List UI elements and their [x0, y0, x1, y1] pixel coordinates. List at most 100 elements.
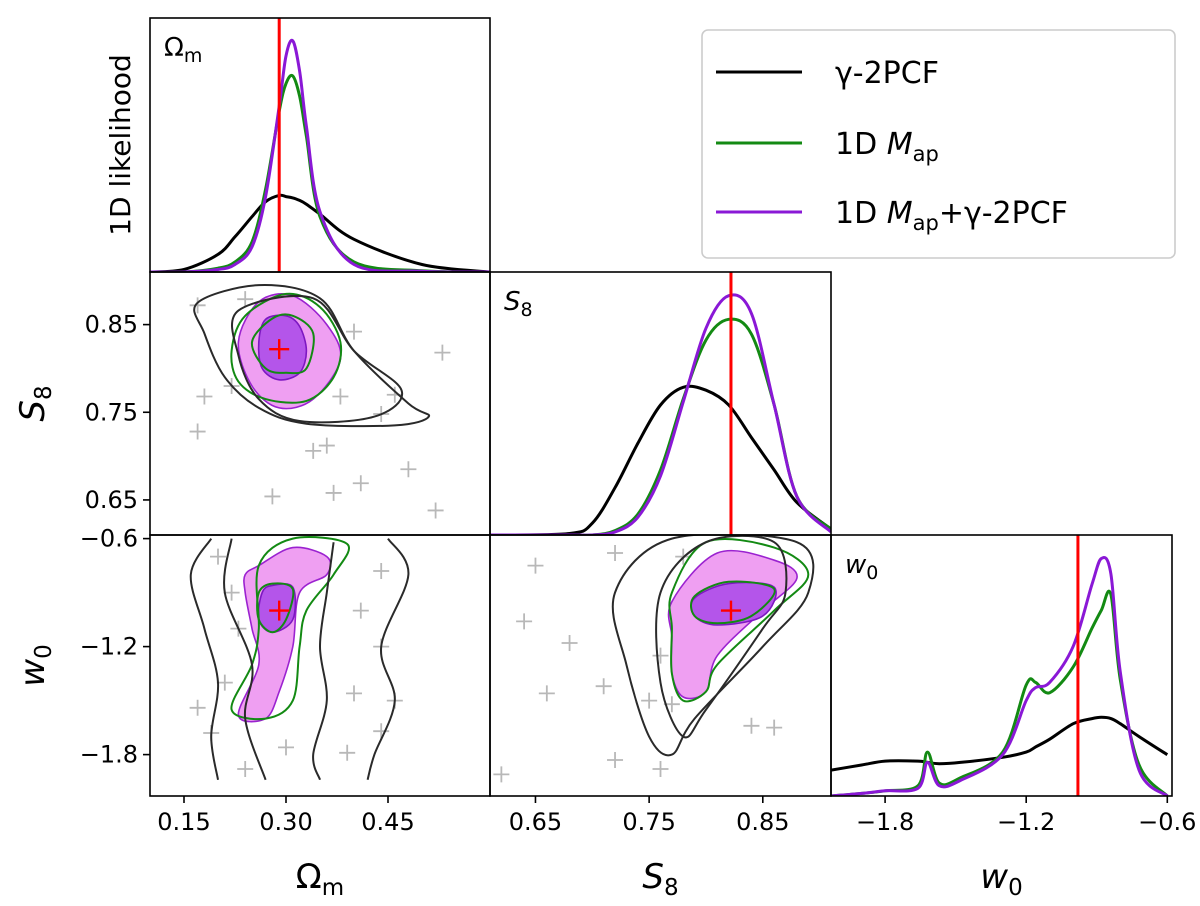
marginal-curve-w0-1d-m-ap-2pcf: [831, 556, 1169, 796]
sample-marker: [516, 613, 533, 630]
sample-marker: [216, 674, 233, 691]
sample-marker: [189, 297, 206, 314]
x-tick-label-s8: 0.65: [509, 808, 562, 836]
contour-line-1d-m-ap-1: [256, 582, 295, 634]
sample-marker: [237, 291, 254, 308]
y-tick-label-w0: −0.6: [80, 525, 138, 553]
panel-label-om: Ωm: [164, 33, 202, 67]
legend: γ-2PCF 1D Map 1D Map+γ-2PCF: [701, 29, 1176, 259]
sample-marker: [189, 699, 206, 716]
contour-line--2pcf-0: [189, 538, 220, 780]
sample-marker: [352, 475, 369, 492]
sample-marker: [561, 635, 578, 651]
sample-marker: [237, 761, 254, 777]
panel-content-om-w0: [189, 536, 410, 781]
sample-marker: [595, 678, 612, 695]
sample-marker: [373, 563, 390, 579]
marginal-curve-om-1d-m-ap-2pcf: [150, 38, 490, 272]
x-tick-label-om: 0.45: [361, 808, 414, 836]
marginal-curves-om: [150, 38, 490, 272]
sample-marker: [652, 761, 669, 777]
contour-line--2pcf-3: [366, 538, 410, 781]
legend-label-1d-m-ap: 1D Map: [835, 127, 939, 166]
y-axis-label-w0: w0: [13, 644, 57, 686]
marginal-curves-s8: [490, 293, 831, 535]
x-tick-label-s8: 0.85: [736, 808, 789, 836]
panel-content-s8-w0: [493, 535, 815, 783]
marginal-panel-s8: S8: [489, 271, 832, 536]
frame-om-s8: [149, 271, 491, 536]
x-axis-label-w0: w0: [980, 857, 1022, 901]
x-axis-label-s8: S8: [642, 857, 678, 901]
panel-s8-w0: [489, 534, 832, 797]
sample-marker: [305, 442, 322, 459]
panel-label-s8: S8: [504, 287, 533, 321]
sample-marker: [400, 461, 417, 478]
panel-om-w0: [149, 534, 491, 797]
x-tick-label-om: 0.30: [259, 808, 312, 836]
marginal-panel-w0: w0: [830, 534, 1173, 797]
sample-marker: [325, 484, 342, 501]
legend-box: [701, 29, 1176, 259]
sample-marker: [538, 685, 555, 702]
axes: 0.15 0.30 0.45 0.65 0.75 0.85 −1.8 −1.2 −0.6 0.65…: [13, 54, 1196, 901]
contour-line-1d-m-ap-0: [230, 292, 343, 404]
marginal-curve-s8-1d-m-ap-2pcf: [490, 293, 831, 535]
sample-marker: [346, 685, 362, 702]
x-axis-label-om: Ωm: [296, 857, 344, 901]
truth-marker-om-s8: [269, 339, 290, 360]
marginal-panel-om: Ωm: [149, 17, 491, 273]
panel-om-s8: [149, 271, 491, 536]
marginal-curve-s8--2pcf: [490, 384, 831, 535]
sample-marker: [493, 766, 510, 783]
sample-marker: [386, 386, 403, 403]
contour-fill-68-1d-m-ap-2pcf: [257, 314, 308, 381]
sample-marker: [434, 344, 451, 361]
contour-line-1d-m-ap-0: [230, 536, 350, 721]
x-tick-label-s8: 0.75: [622, 808, 675, 836]
contour-fill-68-95-1d-m-ap-2pcf: [237, 546, 332, 723]
sample-marker: [743, 717, 760, 734]
contour-line--2pcf-0: [611, 535, 815, 757]
y-tick-label-s8: 0.65: [85, 486, 138, 514]
sample-marker: [332, 388, 349, 405]
truth-marker-om-w0: [269, 600, 290, 621]
sample-marker: [352, 602, 369, 619]
sample-marker: [189, 423, 206, 440]
contour-line--2pcf-0: [193, 284, 431, 428]
x-tick-label-w0: −0.6: [1138, 808, 1196, 836]
frame-s8-w0: [489, 534, 832, 797]
y-tick-label-w0: −1.8: [80, 741, 138, 769]
truth-marker-s8-w0: [720, 600, 741, 621]
x-tick-label-om: 0.15: [157, 808, 210, 836]
marginal-curve-w0--2pcf: [831, 715, 1169, 772]
marginal-curves-w0: [831, 556, 1169, 796]
contour-line-1d-m-ap-1: [250, 313, 315, 375]
sample-marker: [427, 502, 444, 519]
y-tick-label-w0: −1.2: [80, 633, 138, 661]
sample-marker: [223, 584, 240, 601]
contour-line-1d-m-ap-1: [690, 580, 776, 625]
marginal-curve-om-1d-m-ap: [150, 73, 490, 272]
sample-marker: [607, 752, 624, 768]
panel-label-w0: w0: [845, 550, 878, 584]
legend-label--2pcf: γ-2PCF: [835, 56, 939, 91]
sample-marker: [210, 548, 226, 565]
legend-label-1d-m-ap-2pcf: 1D Map+γ-2PCF: [835, 196, 1068, 235]
contour-line-1d-m-ap-0: [668, 538, 810, 703]
contour-line--2pcf-1: [231, 295, 404, 424]
y-axis-label-1d-likelihood: 1D likelihood: [104, 54, 137, 236]
y-axis-label-s8: S8: [13, 385, 57, 421]
sample-marker: [373, 723, 390, 740]
contour-line--2pcf-1: [655, 535, 788, 739]
x-tick-label-w0: −1.2: [997, 808, 1055, 836]
sample-marker: [766, 719, 783, 736]
x-tick-label-w0: −1.8: [856, 808, 914, 836]
marginal-curve-w0-1d-m-ap: [831, 589, 1169, 796]
sample-marker: [196, 388, 213, 405]
sample-marker: [318, 437, 335, 454]
sample-marker: [264, 488, 281, 505]
sample-marker: [278, 739, 294, 756]
sample-marker: [607, 545, 624, 561]
